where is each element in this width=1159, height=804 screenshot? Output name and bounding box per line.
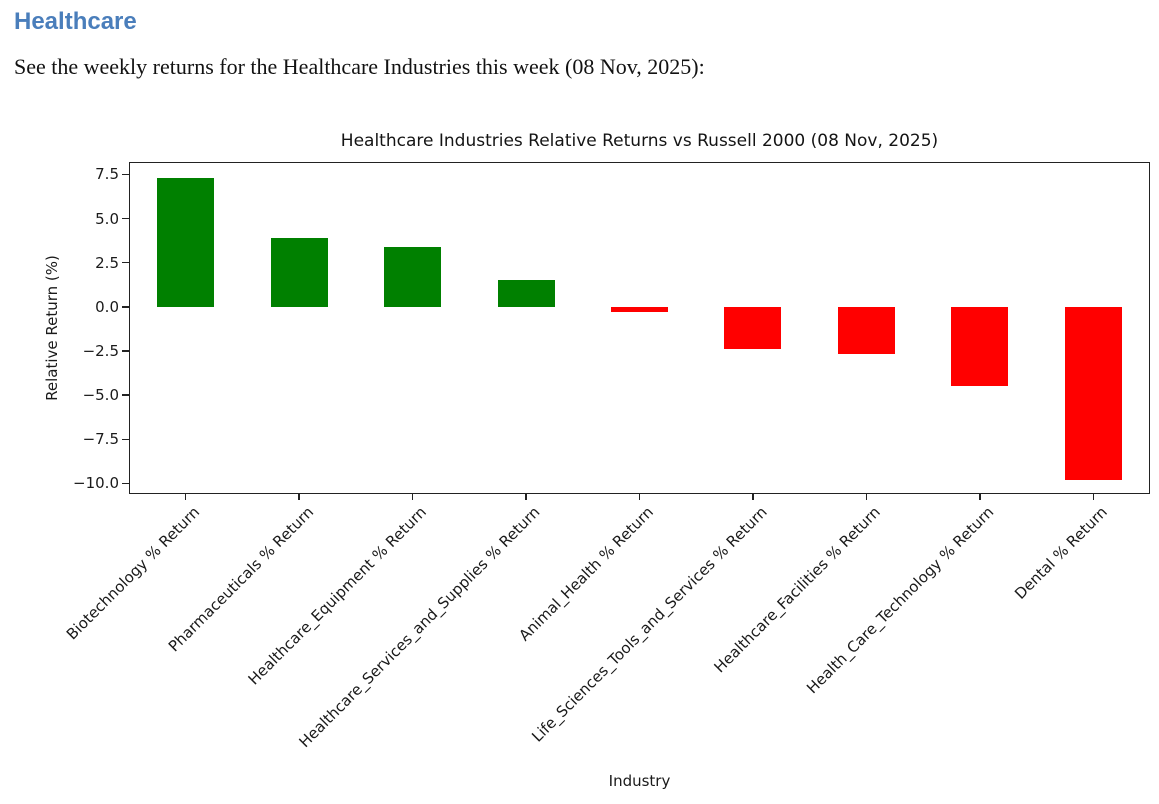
x-tick-mark <box>979 494 981 500</box>
bar <box>724 306 782 350</box>
y-tick-mark <box>122 394 129 396</box>
x-category-label: Biotechnology % Return <box>63 503 204 644</box>
bar <box>837 306 895 355</box>
y-tick-label: −2.5 <box>82 341 119 360</box>
page-subtitle: See the weekly returns for the Healthcar… <box>14 54 705 79</box>
x-tick-mark <box>525 494 527 500</box>
bar <box>497 280 555 307</box>
y-tick-label: −7.5 <box>82 430 119 449</box>
x-tick-mark <box>638 494 641 500</box>
y-tick-mark <box>122 482 129 485</box>
page-heading: Healthcare <box>14 8 137 35</box>
y-tick-label: 5.0 <box>95 209 119 228</box>
x-category-label: Dental % Return <box>1011 503 1111 603</box>
y-tick-label: 7.5 <box>95 165 119 184</box>
y-tick-mark <box>122 217 129 220</box>
bar <box>1064 306 1122 480</box>
x-category-label: Healthcare_Equipment % Return <box>244 503 431 689</box>
y-tick-mark <box>122 173 129 176</box>
x-tick-mark <box>752 494 754 500</box>
y-tick-mark <box>122 261 129 264</box>
bar <box>951 306 1009 387</box>
x-tick-mark <box>184 494 187 500</box>
bar <box>157 177 215 307</box>
x-category-label: Health_Care_Technology % Return <box>803 503 998 698</box>
x-category-label: Life_Sciences_Tools_and_Services % Retur… <box>528 503 771 746</box>
y-tick-mark <box>122 438 129 440</box>
y-tick-label: 0.0 <box>95 297 119 316</box>
x-axis-label: Industry <box>608 772 671 790</box>
bar <box>270 237 328 307</box>
y-tick-mark <box>122 306 129 308</box>
y-tick-label: −5.0 <box>82 386 119 405</box>
x-tick-mark <box>865 494 868 500</box>
y-tick-label: −10.0 <box>73 474 119 493</box>
y-tick-label: 2.5 <box>95 253 119 272</box>
bar <box>611 306 668 313</box>
x-tick-mark <box>411 494 414 500</box>
bar <box>384 246 442 307</box>
y-tick-mark <box>122 350 129 352</box>
x-tick-mark <box>298 494 300 500</box>
y-axis-label: Relative Return (%) <box>43 255 61 401</box>
chart-title: Healthcare Industries Relative Returns v… <box>340 131 939 151</box>
x-tick-mark <box>1092 494 1095 500</box>
x-category-label: Healthcare_Services_and_Supplies % Retur… <box>295 503 544 752</box>
